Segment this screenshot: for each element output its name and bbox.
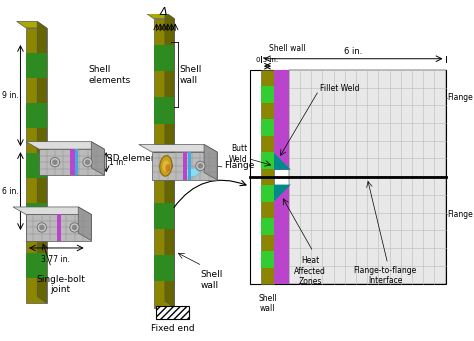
Circle shape [163, 161, 173, 170]
Bar [57, 214, 62, 240]
FancyArrow shape [183, 167, 201, 178]
Text: Shell
wall: Shell wall [180, 65, 202, 85]
Bar [154, 45, 174, 71]
Bar [155, 306, 189, 319]
Bar [154, 98, 174, 124]
Bar [261, 70, 274, 284]
Text: 6 in.: 6 in. [2, 187, 18, 196]
Bar [289, 70, 446, 177]
Polygon shape [154, 19, 174, 308]
Bar [261, 218, 274, 235]
Text: 6 in.: 6 in. [344, 47, 363, 56]
Text: Δ: Δ [160, 7, 168, 17]
Circle shape [50, 158, 60, 167]
Bar [26, 153, 46, 178]
Polygon shape [26, 28, 46, 303]
Circle shape [83, 158, 92, 167]
Text: Fillet Weld: Fillet Weld [319, 84, 359, 93]
Bar [154, 203, 174, 229]
Bar [261, 152, 274, 169]
Bar [261, 119, 274, 136]
Text: 1 in.: 1 in. [109, 158, 126, 167]
Bar [289, 177, 446, 284]
Text: Flange-to-flange
Interface: Flange-to-flange Interface [353, 266, 417, 285]
Bar [26, 53, 46, 78]
Circle shape [72, 225, 77, 230]
Bar [261, 86, 274, 103]
Circle shape [196, 161, 205, 170]
Text: Single-bolt
joint: Single-bolt joint [36, 275, 85, 294]
Circle shape [37, 223, 46, 232]
Text: Flange: Flange [447, 93, 473, 102]
Text: Flange: Flange [224, 161, 254, 169]
Polygon shape [91, 142, 104, 175]
Polygon shape [39, 149, 104, 175]
Bar [182, 152, 187, 180]
Bar [188, 152, 191, 180]
Circle shape [198, 163, 203, 169]
Text: Shell
elements: Shell elements [89, 65, 131, 85]
Text: Shell
wall: Shell wall [201, 270, 223, 290]
Bar [26, 103, 46, 128]
Text: 0.5 in.: 0.5 in. [256, 57, 279, 63]
Text: Shell
wall: Shell wall [258, 294, 277, 313]
Polygon shape [139, 145, 217, 152]
Text: Butt
Weld: Butt Weld [229, 144, 248, 164]
Text: 9 in.: 9 in. [2, 91, 18, 100]
Bar [274, 184, 289, 284]
Text: 3.77 in.: 3.77 in. [41, 255, 70, 264]
Text: Heat
Affected
Zones: Heat Affected Zones [294, 256, 326, 286]
Polygon shape [152, 152, 217, 180]
Bar [26, 253, 46, 278]
Bar [70, 149, 74, 175]
Bar [261, 251, 274, 268]
Polygon shape [274, 153, 291, 170]
Text: 3D elements: 3D elements [107, 154, 165, 163]
Circle shape [85, 159, 91, 165]
Polygon shape [274, 184, 291, 201]
Ellipse shape [160, 156, 172, 176]
Bar [154, 255, 174, 281]
Bar [154, 150, 174, 176]
Text: Shell wall: Shell wall [269, 44, 306, 53]
Polygon shape [37, 21, 46, 303]
Ellipse shape [163, 160, 169, 172]
Bar [26, 203, 46, 228]
Polygon shape [165, 12, 174, 308]
Polygon shape [204, 145, 217, 180]
Polygon shape [26, 214, 91, 240]
Bar [261, 186, 274, 202]
Polygon shape [17, 21, 46, 28]
Bar [250, 70, 446, 284]
Bar [75, 149, 78, 175]
Polygon shape [13, 207, 91, 214]
Text: Fixed end: Fixed end [151, 324, 194, 333]
Polygon shape [26, 142, 104, 149]
Polygon shape [78, 207, 91, 240]
Ellipse shape [165, 164, 170, 172]
Circle shape [39, 225, 45, 230]
Bar [274, 70, 289, 170]
Circle shape [70, 223, 79, 232]
Text: Flange: Flange [447, 210, 473, 219]
Circle shape [52, 159, 58, 165]
Polygon shape [145, 12, 174, 19]
Circle shape [165, 163, 171, 169]
